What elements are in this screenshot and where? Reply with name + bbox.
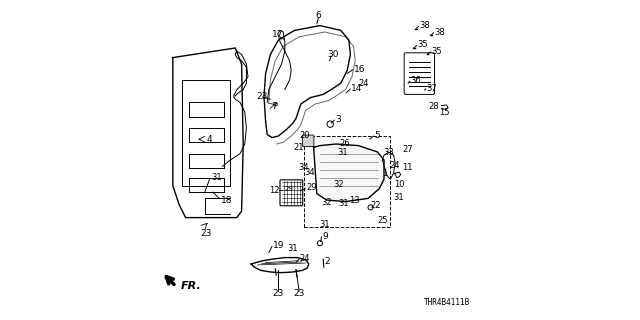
Text: 36: 36 <box>410 76 421 85</box>
Text: 31: 31 <box>211 173 222 182</box>
Text: 32: 32 <box>322 198 332 207</box>
Text: 23: 23 <box>294 289 305 298</box>
Text: 35: 35 <box>431 47 442 56</box>
FancyBboxPatch shape <box>302 135 314 147</box>
Text: 21: 21 <box>293 143 304 152</box>
Text: 14: 14 <box>351 84 363 93</box>
Text: 24: 24 <box>389 161 400 170</box>
Text: 24: 24 <box>300 254 310 263</box>
Text: 15: 15 <box>439 108 449 117</box>
Text: 27: 27 <box>403 145 413 154</box>
Text: 12: 12 <box>269 186 280 195</box>
Text: 19: 19 <box>273 241 284 250</box>
Text: 3: 3 <box>335 115 341 124</box>
Text: 24: 24 <box>358 79 369 88</box>
Text: 23: 23 <box>200 229 211 238</box>
Text: 7: 7 <box>271 102 277 111</box>
Text: 20: 20 <box>300 131 310 140</box>
Text: 5: 5 <box>374 131 380 140</box>
Text: 22: 22 <box>370 201 381 210</box>
Text: 29: 29 <box>307 183 317 192</box>
Text: 31: 31 <box>339 199 349 208</box>
Text: 38: 38 <box>435 28 445 36</box>
Polygon shape <box>274 103 278 106</box>
Text: 34: 34 <box>298 163 309 172</box>
Text: 38: 38 <box>419 21 430 30</box>
Text: THR4B4111B: THR4B4111B <box>424 298 470 307</box>
Text: 33: 33 <box>383 148 394 157</box>
Text: 23: 23 <box>256 92 268 100</box>
Polygon shape <box>314 144 384 202</box>
Text: 23: 23 <box>273 289 284 298</box>
Text: 31: 31 <box>287 244 298 253</box>
Text: 1: 1 <box>382 169 387 178</box>
Text: 26: 26 <box>340 139 351 148</box>
Text: 34: 34 <box>304 168 315 177</box>
Text: 28: 28 <box>428 102 439 111</box>
Text: 31: 31 <box>319 220 330 229</box>
Text: 35: 35 <box>418 40 428 49</box>
Text: 11: 11 <box>403 163 413 172</box>
Text: 16: 16 <box>355 65 365 74</box>
Text: 17: 17 <box>272 30 284 39</box>
Text: 18: 18 <box>221 196 232 204</box>
FancyBboxPatch shape <box>404 53 435 94</box>
Text: 32: 32 <box>333 180 344 189</box>
Text: FR.: FR. <box>181 281 202 291</box>
Text: 10: 10 <box>394 180 404 189</box>
Text: 4: 4 <box>206 135 212 144</box>
FancyBboxPatch shape <box>280 180 303 206</box>
Text: 9: 9 <box>323 232 328 241</box>
Text: 6: 6 <box>316 11 321 20</box>
Text: 30: 30 <box>328 50 339 59</box>
Text: 25: 25 <box>377 216 387 225</box>
Text: 37: 37 <box>427 84 437 92</box>
Text: 31: 31 <box>394 193 404 202</box>
Text: 2: 2 <box>324 257 330 266</box>
Text: 29: 29 <box>285 187 294 192</box>
Text: 31: 31 <box>338 148 348 157</box>
Text: 13: 13 <box>349 196 360 205</box>
